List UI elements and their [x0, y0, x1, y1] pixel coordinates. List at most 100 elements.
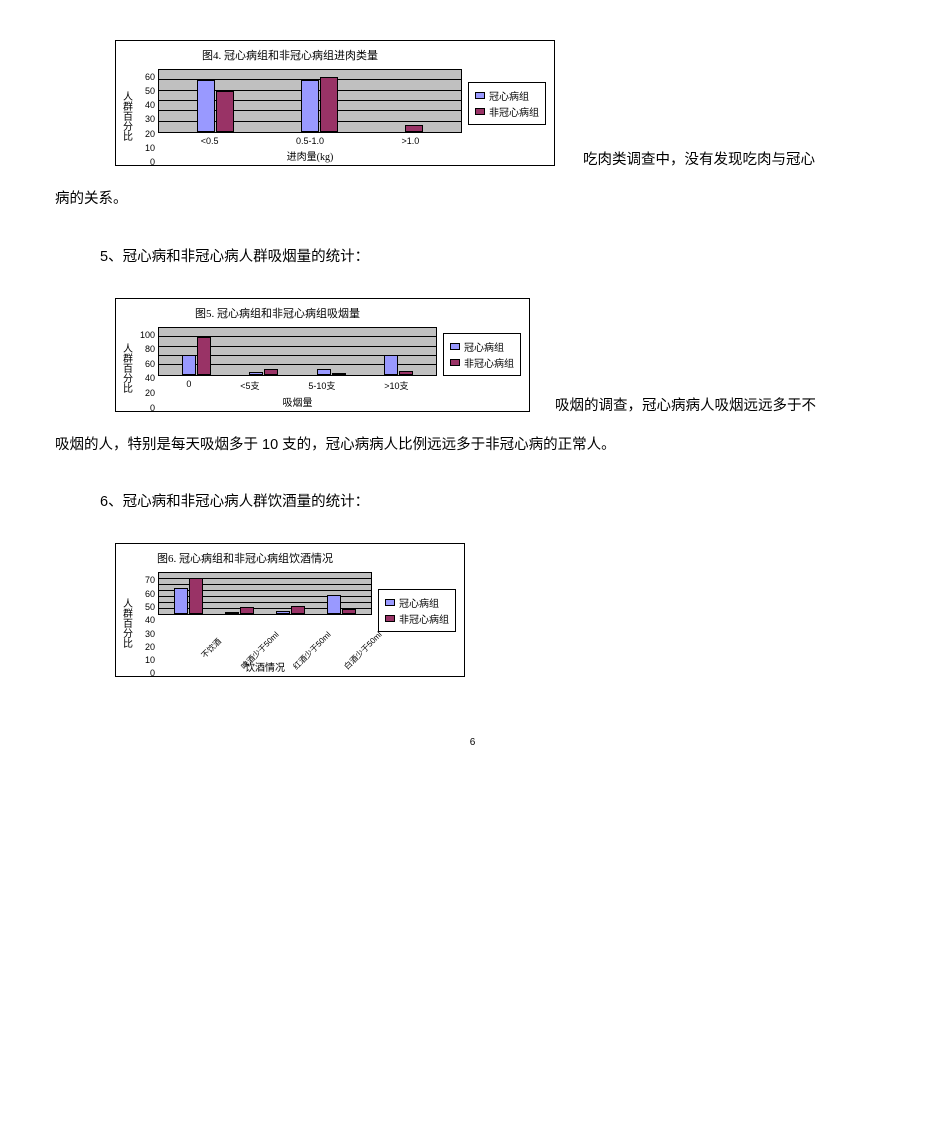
bar-group [225, 573, 254, 614]
y-tick: 60 [134, 360, 155, 369]
text-after-chart5-a: 吸烟的调查，冠心病病人吸烟远远多于不 [555, 390, 890, 423]
text-after-chart4-b: 病的关系。 [55, 183, 890, 216]
x-tick: 5-10支 [308, 379, 335, 392]
y-tick: 40 [134, 616, 155, 625]
chart4-legend: 冠心病组非冠心病组 [468, 82, 546, 125]
x-tick: 啤酒少于50ml [239, 636, 293, 690]
legend-label: 非冠心病组 [399, 611, 449, 626]
y-tick: 0 [134, 669, 155, 678]
heading-6: 6、冠心病和非冠心病人群饮酒量的统计： [100, 490, 890, 511]
chart6-title: 图6. 冠心病组和非冠心病组饮酒情况 [118, 550, 372, 566]
text-after-chart5-b: 吸烟的人，特别是每天吸烟多于 10 支的，冠心病病人比例远远多于非冠心病的正常人… [55, 429, 890, 462]
x-tick: >1.0 [401, 136, 419, 146]
y-tick: 10 [134, 144, 155, 153]
x-tick: <5支 [240, 379, 259, 392]
legend-item: 非冠心病组 [385, 611, 449, 626]
bar-group [384, 328, 413, 375]
y-tick: 50 [134, 603, 155, 612]
page-number: 6 [55, 737, 890, 748]
bar [240, 607, 254, 615]
chart6-container: 图6. 冠心病组和非冠心病组饮酒情况 人群百分比 706050403020100… [115, 543, 890, 677]
chart5-box: 图5. 冠心病组和非冠心病组吸烟量 人群百分比 100806040200 0<5… [115, 298, 530, 412]
chart6-plot [158, 572, 372, 615]
bar [225, 612, 239, 614]
legend-item: 冠心病组 [385, 595, 449, 610]
heading-5: 5、冠心病和非冠心病人群吸烟量的统计： [100, 245, 890, 266]
chart6-xticks: 不饮酒啤酒少于50ml红酒少于50ml白酒少于50ml [158, 615, 372, 655]
chart6-yticks: 706050403020100 [134, 572, 158, 674]
y-tick: 40 [134, 101, 155, 110]
chart5-plot [158, 327, 437, 376]
bar-group [327, 573, 356, 614]
chart4-yticks: 6050403020100 [134, 69, 158, 163]
x-tick: 0.5-1.0 [296, 136, 324, 146]
chart4-plot [158, 69, 462, 133]
y-tick: 20 [134, 130, 155, 139]
bar [216, 91, 234, 132]
chart5-ylabel: 人群百分比 [118, 327, 134, 409]
chart6-legend: 冠心病组非冠心病组 [378, 589, 456, 632]
chart4-title: 图4. 冠心病组和非冠心病组进肉类量 [118, 47, 462, 63]
chart6-box: 图6. 冠心病组和非冠心病组饮酒情况 人群百分比 706050403020100… [115, 543, 465, 677]
y-tick: 30 [134, 630, 155, 639]
bar [399, 371, 413, 374]
legend-swatch [385, 615, 395, 622]
x-tick: 红酒少于50ml [290, 636, 344, 690]
legend-item: 冠心病组 [475, 88, 539, 103]
legend-item: 非冠心病组 [475, 104, 539, 119]
legend-swatch [450, 343, 460, 350]
bar [332, 373, 346, 375]
legend-item: 冠心病组 [450, 339, 514, 354]
bar [384, 355, 398, 375]
y-tick: 20 [134, 389, 155, 398]
y-tick: 10 [134, 656, 155, 665]
y-tick: 50 [134, 87, 155, 96]
bar [405, 125, 423, 132]
legend-label: 冠心病组 [399, 595, 439, 610]
legend-swatch [450, 359, 460, 366]
x-tick: >10支 [384, 379, 408, 392]
bar [197, 80, 215, 132]
chart5-xlabel: 吸烟量 [158, 394, 437, 409]
legend-label: 非冠心病组 [464, 355, 514, 370]
legend-swatch [475, 108, 485, 115]
bar-group [301, 70, 338, 132]
bar [320, 77, 338, 132]
bar [317, 369, 331, 375]
legend-item: 非冠心病组 [450, 355, 514, 370]
bar [182, 355, 196, 375]
legend-label: 冠心病组 [464, 339, 504, 354]
y-tick: 80 [134, 345, 155, 354]
chart5-legend: 冠心病组非冠心病组 [443, 333, 521, 376]
chart5-xticks: 0<5支5-10支>10支 [158, 376, 437, 392]
y-tick: 40 [134, 374, 155, 383]
bar-group [174, 573, 203, 614]
legend-label: 冠心病组 [489, 88, 529, 103]
bar [264, 369, 278, 375]
chart5-yticks: 100806040200 [134, 327, 158, 409]
bar [301, 80, 319, 132]
bar-group [197, 70, 234, 132]
chart4-xlabel: 进肉量(kg) [158, 148, 462, 163]
y-tick: 100 [134, 331, 155, 340]
bar [174, 588, 188, 614]
y-tick: 70 [134, 576, 155, 585]
bar-group [405, 70, 423, 132]
bar [197, 337, 211, 375]
y-tick: 60 [134, 73, 155, 82]
chart4-xticks: <0.5 0.5-1.0 >1.0 [158, 133, 462, 146]
bar-group [317, 328, 346, 375]
bar [276, 611, 290, 615]
x-tick: 不饮酒 [187, 636, 241, 690]
legend-swatch [385, 599, 395, 606]
legend-label: 非冠心病组 [489, 104, 539, 119]
chart6-ylabel: 人群百分比 [118, 572, 134, 674]
bar-group [182, 328, 211, 375]
bar [291, 606, 305, 615]
y-tick: 0 [134, 404, 155, 413]
y-tick: 30 [134, 115, 155, 124]
chart4-ylabel: 人群百分比 [118, 69, 134, 163]
bar-group [276, 573, 305, 614]
bar [249, 372, 263, 374]
x-tick: <0.5 [201, 136, 219, 146]
